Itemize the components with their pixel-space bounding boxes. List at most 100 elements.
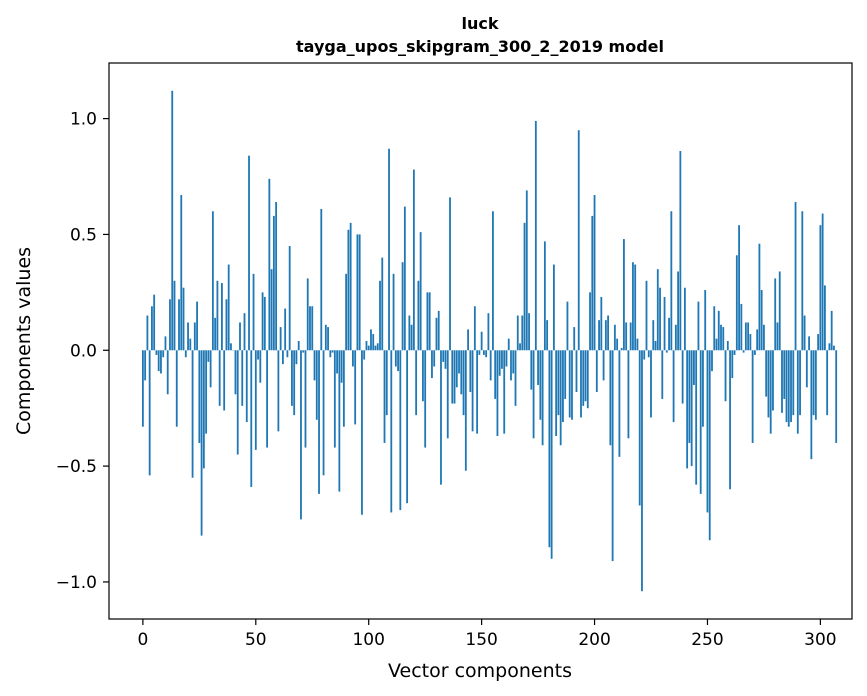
- bar-70: [300, 350, 302, 520]
- bar-285: [785, 350, 788, 423]
- bar-47: [248, 155, 250, 351]
- bar-0: [141, 350, 144, 427]
- bar-162: [507, 338, 510, 351]
- bar-204: [602, 350, 605, 381]
- bar-116: [403, 206, 406, 351]
- bar-58: [272, 215, 275, 351]
- bar-260: [729, 350, 731, 490]
- bar-159: [501, 350, 503, 369]
- bar-79: [320, 208, 323, 351]
- bar-161: [505, 350, 508, 367]
- bar-102: [372, 334, 375, 351]
- bar-51: [257, 350, 259, 360]
- bar-205: [604, 320, 607, 351]
- bar-221: [641, 350, 643, 592]
- bar-287: [790, 350, 792, 423]
- bar-219: [636, 338, 639, 351]
- bar-39: [230, 343, 232, 351]
- bar-242: [688, 350, 691, 443]
- bar-106: [381, 257, 384, 351]
- bar-292: [801, 211, 804, 351]
- bar-46: [245, 350, 248, 423]
- bar-30: [209, 350, 212, 388]
- bar-168: [521, 315, 524, 351]
- x-tick-label: 150: [465, 630, 497, 650]
- bar-232: [665, 350, 668, 353]
- bar-33: [216, 280, 219, 351]
- bar-295: [808, 336, 810, 351]
- bar-76: [313, 350, 316, 381]
- bar-164: [512, 350, 515, 374]
- bar-291: [799, 350, 801, 416]
- bar-179: [546, 320, 549, 351]
- bar-241: [686, 350, 689, 469]
- bar-258: [724, 350, 727, 402]
- bar-290: [796, 350, 799, 434]
- bar-243: [690, 350, 693, 467]
- bar-43: [239, 322, 241, 351]
- bar-228: [656, 269, 659, 351]
- bar-52: [259, 350, 262, 383]
- bar-178: [543, 241, 546, 351]
- bar-65: [288, 246, 291, 351]
- bar-189: [568, 350, 571, 418]
- bar-1: [144, 350, 147, 381]
- bar-187: [564, 350, 567, 399]
- bar-128: [431, 350, 433, 379]
- bar-306: [833, 345, 835, 351]
- bar-277: [767, 350, 770, 418]
- bar-250: [706, 350, 709, 513]
- bar-174: [534, 120, 537, 351]
- bar-217: [632, 262, 634, 351]
- bar-60: [277, 350, 280, 432]
- bar-245: [695, 350, 698, 485]
- bar-72: [304, 350, 307, 448]
- x-axis-label: Vector components: [388, 660, 572, 682]
- bar-135: [446, 350, 449, 439]
- bar-160: [503, 350, 506, 434]
- bar-182: [552, 264, 555, 351]
- bar-216: [629, 322, 632, 351]
- bar-273: [758, 243, 761, 351]
- bar-95: [356, 234, 359, 351]
- bar-252: [711, 350, 713, 372]
- bar-69: [297, 341, 300, 351]
- bar-167: [519, 343, 521, 351]
- bar-31: [211, 211, 214, 351]
- chart-subtitle: tayga_upos_skipgram_300_2_2019 model: [296, 37, 664, 56]
- bar-23: [193, 322, 196, 351]
- bar-80: [322, 350, 325, 476]
- bar-45: [243, 313, 246, 351]
- bar-239: [681, 350, 684, 404]
- bar-307: [835, 350, 838, 443]
- bar-249: [704, 290, 707, 351]
- bar-3: [148, 350, 151, 476]
- bar-207: [609, 350, 612, 446]
- bar-114: [399, 350, 402, 511]
- bar-227: [654, 341, 657, 351]
- bar-6: [155, 350, 158, 355]
- bar-92: [349, 222, 352, 351]
- x-tick-label: 200: [578, 630, 610, 650]
- bar-20: [187, 322, 189, 351]
- bar-131: [437, 310, 440, 351]
- bar-283: [781, 350, 783, 413]
- bar-263: [735, 255, 738, 351]
- bar-266: [742, 350, 745, 353]
- bar-209: [613, 324, 616, 351]
- bar-208: [611, 350, 614, 562]
- x-axis-ticks: 0 50 100 150 200 250 300: [137, 619, 837, 650]
- y-axis-ticks: −1.0 −0.5 0.0 0.5 1.0: [56, 110, 109, 593]
- bar-149: [478, 350, 481, 355]
- x-tick-label: 100: [352, 630, 384, 650]
- bar-230: [661, 350, 664, 399]
- bar-124: [422, 350, 424, 402]
- bar-247: [699, 350, 702, 494]
- bar-54: [263, 296, 266, 351]
- bar-169: [523, 222, 526, 351]
- bar-286: [787, 350, 790, 427]
- bar-197: [586, 350, 589, 409]
- bar-139: [455, 350, 458, 388]
- bar-240: [683, 287, 686, 351]
- bar-176: [539, 350, 542, 420]
